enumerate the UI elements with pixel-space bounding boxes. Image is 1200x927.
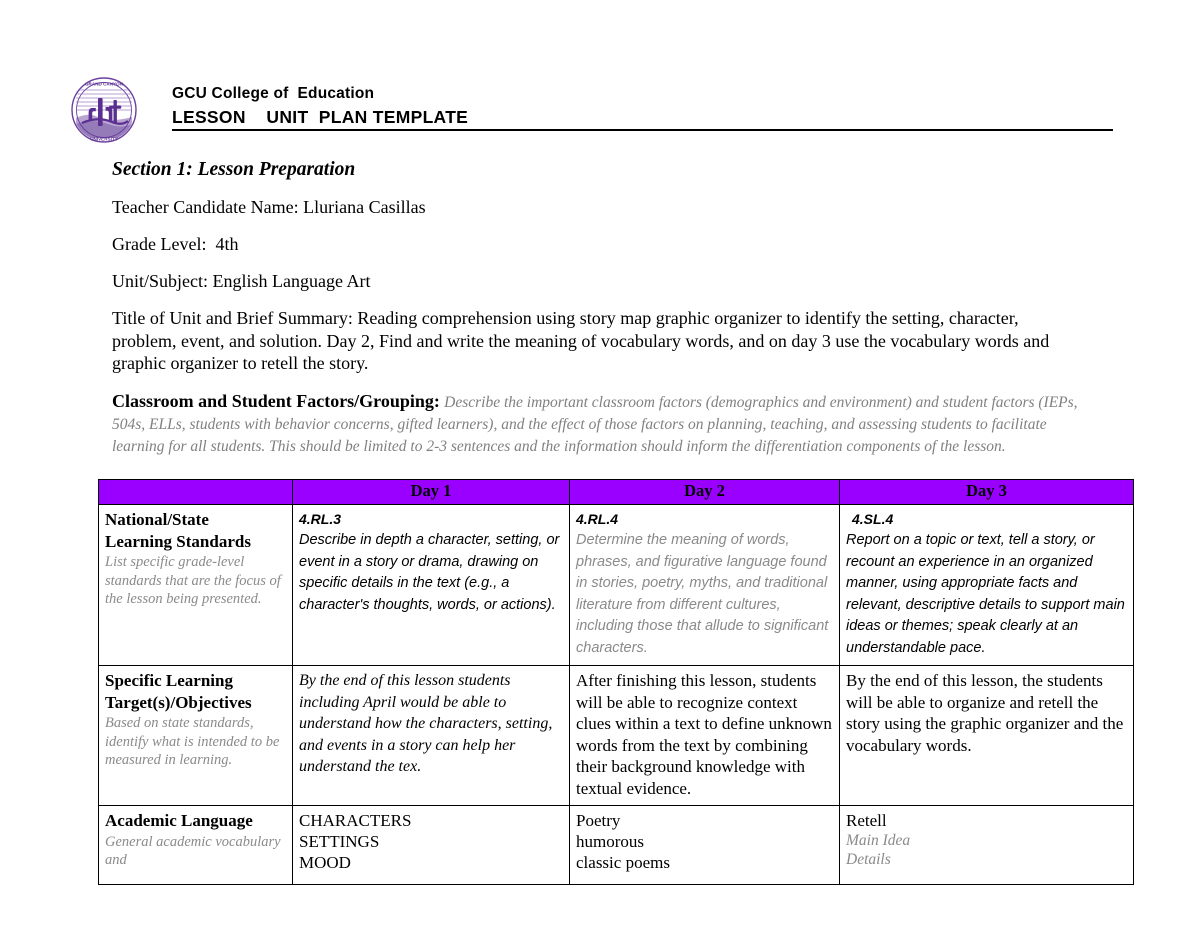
row-label-cell-academic-language: Academic Language General academic vocab… xyxy=(98,805,293,885)
row-hint-academic-language: General academic vocabulary and xyxy=(105,833,281,869)
objective-text-day-1: By the end of this lesson students inclu… xyxy=(299,672,553,775)
row-hint-standards: List specific grade-level standards that… xyxy=(105,554,281,607)
lesson-preparation-section: Section 1: Lesson Preparation Teacher Ca… xyxy=(112,158,1117,457)
objective-text-day-2: After finishing this lesson, students wi… xyxy=(576,671,832,798)
standard-code-day-1: 4.RL.3 xyxy=(299,511,342,527)
section-heading: Section 1: Lesson Preparation xyxy=(112,159,356,180)
unit-subject: Unit/Subject: English Language Art xyxy=(112,271,371,291)
college-name: GCU College of Education xyxy=(172,85,375,102)
vocab-word: CHARACTERS xyxy=(299,811,412,830)
cell-standards-day-2: 4.RL.4 Determine the meaning of words, p… xyxy=(569,504,840,666)
grade-level: Grade Level: 4th xyxy=(112,234,239,254)
vocab-word: MOOD xyxy=(299,853,351,872)
cell-standards-day-1: 4.RL.3 Describe in depth a character, se… xyxy=(292,504,570,666)
cell-objectives-day-2: After finishing this lesson, students wi… xyxy=(569,665,840,806)
header-cell-blank xyxy=(98,479,293,505)
cell-objectives-day-3: By the end of this lesson, the students … xyxy=(839,665,1134,806)
letterhead-rule xyxy=(172,129,1113,131)
table-row-academic-language: Academic Language General academic vocab… xyxy=(98,805,1134,885)
gcu-seal-icon: GRAND CANYON UNIVERSITY xyxy=(68,74,140,146)
vocab-word-hint: Details xyxy=(846,851,891,868)
classroom-factors-hint: Describe the important classroom factors… xyxy=(112,393,1078,455)
objective-text-day-3: By the end of this lesson, the students … xyxy=(846,671,1124,755)
table-header-row: Day 1 Day 2 Day 3 xyxy=(98,479,1134,505)
letterhead: GRAND CANYON UNIVERSITY GCU College of E… xyxy=(68,74,1113,143)
cell-academic-language-day-2: Poetry humorous classic poems xyxy=(569,805,840,885)
row-label-academic-language: Academic Language xyxy=(105,811,253,830)
table-row-learning-objectives: Specific Learning Target(s)/Objectives B… xyxy=(98,665,1134,806)
standard-text-day-1: Describe in depth a character, setting, … xyxy=(299,532,560,613)
vocab-word: classic poems xyxy=(576,853,670,872)
standard-text-day-2: Determine the meaning of words, phrases,… xyxy=(576,532,829,656)
template-title: LESSON UNIT PLAN TEMPLATE xyxy=(172,107,469,127)
vocab-word: Poetry xyxy=(576,811,621,830)
cell-academic-language-day-3: Retell Main Idea Details xyxy=(839,805,1134,885)
classroom-factors-label: Classroom and Student Factors/Grouping: xyxy=(112,390,440,411)
standard-text-day-3: Report on a topic or text, tell a story,… xyxy=(846,532,1125,656)
teacher-candidate-name: Teacher Candidate Name: Lluriana Casilla… xyxy=(112,197,426,217)
cell-objectives-day-1: By the end of this lesson students inclu… xyxy=(292,665,570,806)
row-label-cell-standards: National/State Learning Standards List s… xyxy=(98,504,293,666)
unit-title-summary: Title of Unit and Brief Summary: Reading… xyxy=(112,308,1050,373)
row-label-objectives: Specific Learning Target(s)/Objectives xyxy=(105,671,252,712)
svg-text:GRAND CANYON: GRAND CANYON xyxy=(85,82,124,87)
header-cell-day-3: Day 3 xyxy=(839,479,1134,505)
standard-code-day-3: 4.SL.4 xyxy=(852,511,894,527)
table-row-learning-standards: National/State Learning Standards List s… xyxy=(98,504,1134,666)
svg-text:UNIVERSITY: UNIVERSITY xyxy=(90,137,118,142)
cell-standards-day-3: 4.SL.4 Report on a topic or text, tell a… xyxy=(839,504,1134,666)
row-hint-objectives: Based on state standards, identify what … xyxy=(105,715,280,768)
vocab-word: SETTINGS xyxy=(299,832,380,851)
row-label-standards: National/State Learning Standards xyxy=(105,510,251,551)
header-cell-day-2: Day 2 xyxy=(569,479,840,505)
vocab-word: humorous xyxy=(576,832,644,851)
header-cell-day-1: Day 1 xyxy=(292,479,570,505)
lesson-plan-table: Day 1 Day 2 Day 3 National/State Learnin… xyxy=(98,479,1134,885)
classroom-student-factors: Classroom and Student Factors/Grouping: … xyxy=(112,391,1092,457)
cell-academic-language-day-1: CHARACTERS SETTINGS MOOD xyxy=(292,805,570,885)
letterhead-text: GCU College of Education LESSON UNIT PLA… xyxy=(172,84,1112,128)
row-label-cell-objectives: Specific Learning Target(s)/Objectives B… xyxy=(98,665,293,806)
vocab-word-hint: Main Idea xyxy=(846,832,911,849)
standard-code-day-2: 4.RL.4 xyxy=(576,511,619,527)
vocab-word: Retell xyxy=(846,811,887,830)
